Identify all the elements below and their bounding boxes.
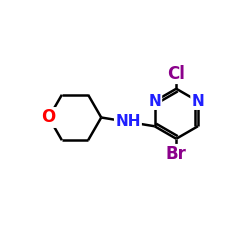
- Text: NH: NH: [115, 114, 141, 130]
- Text: N: N: [148, 94, 161, 109]
- Text: O: O: [42, 108, 56, 126]
- Text: Br: Br: [166, 145, 187, 163]
- Text: O: O: [42, 108, 56, 126]
- Text: N: N: [192, 94, 204, 109]
- Text: Cl: Cl: [167, 65, 185, 83]
